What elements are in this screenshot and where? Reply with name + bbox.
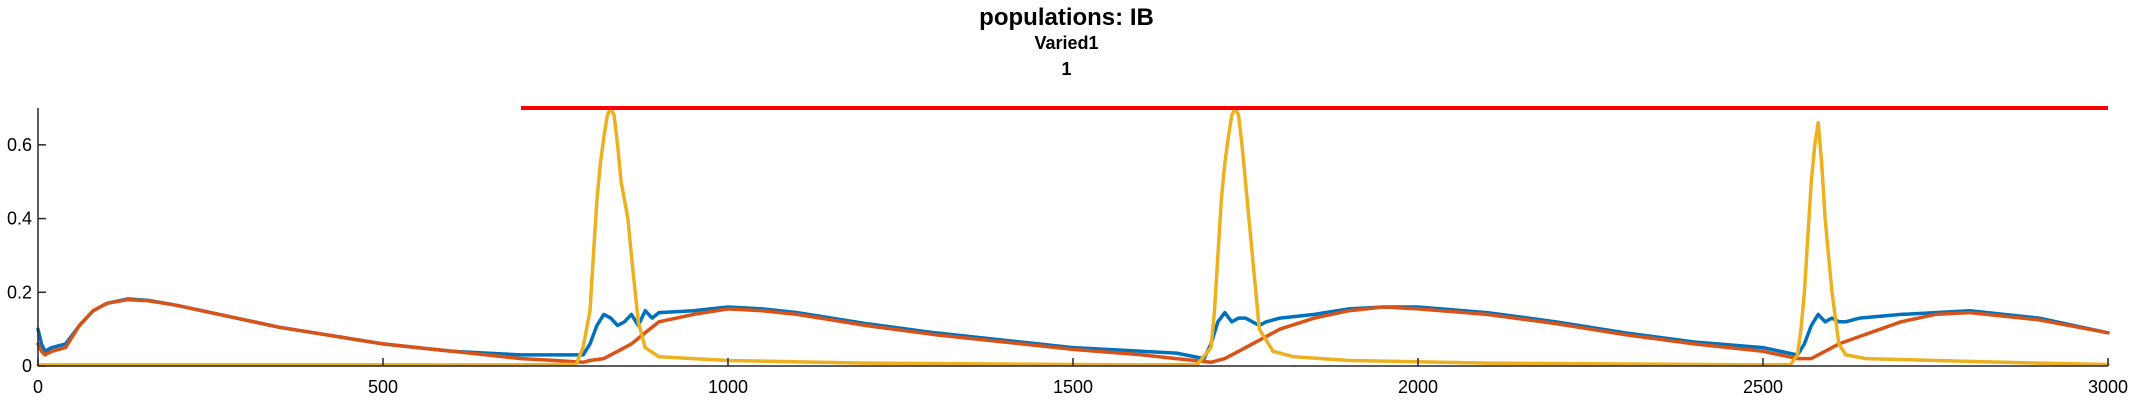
series-layer	[36, 106, 2110, 367]
axes: 0 500 1000 1500 2000 2500 3000 0 0.2 0.4 0.6	[7, 108, 2128, 397]
x-tick-label: 1500	[1053, 377, 1093, 397]
series-line-3	[36, 106, 2110, 367]
y-tick-label: 0.4	[7, 209, 32, 229]
chart-subtitle-line-1: Varied1	[1034, 33, 1099, 53]
y-tick-label: 0	[22, 356, 32, 376]
y-tick-label: 0.2	[7, 282, 32, 302]
x-tick-label: 2000	[1398, 377, 1438, 397]
series-line-2	[36, 297, 2110, 365]
x-tick-label: 3000	[2088, 377, 2128, 397]
y-tick-label: 0.6	[7, 135, 32, 155]
x-tick-label: 2500	[1743, 377, 1783, 397]
chart-subtitle-line-2: 1	[1061, 59, 1072, 79]
x-tick-label: 0	[33, 377, 43, 397]
x-tick-label: 1000	[708, 377, 748, 397]
chart-title: populations: IB	[979, 4, 1154, 31]
x-tick-label: 500	[368, 377, 398, 397]
